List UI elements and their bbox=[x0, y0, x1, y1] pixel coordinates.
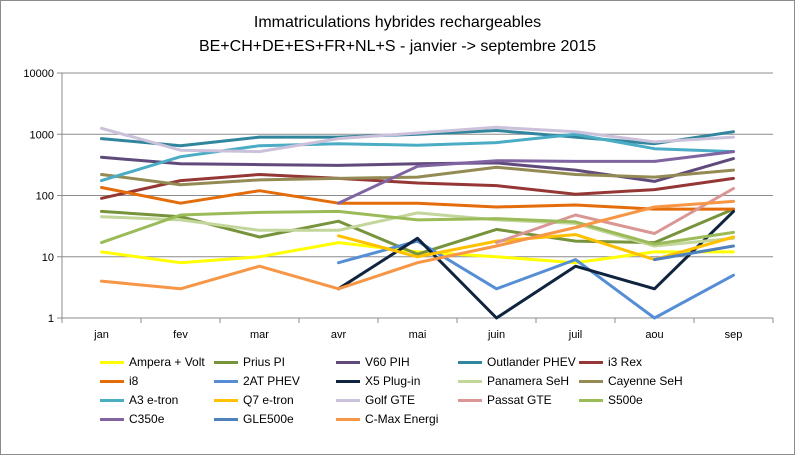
series-line-a3-e-tron bbox=[100, 132, 735, 183]
legend-label: Ampera + Volt bbox=[129, 355, 205, 369]
legend-label: V60 PIH bbox=[365, 355, 410, 369]
legend-item: Passat GTE bbox=[458, 390, 552, 410]
legend-swatch bbox=[458, 398, 482, 402]
legend-swatch bbox=[100, 398, 124, 402]
legend-item: V60 PIH bbox=[336, 352, 410, 372]
legend-item: Ampera + Volt bbox=[100, 352, 205, 372]
series-line-x5-plug-in bbox=[337, 209, 735, 320]
legend-label: Q7 e-tron bbox=[243, 393, 294, 407]
legend-label: A3 e-tron bbox=[129, 393, 179, 407]
legend-label: C-Max Energi bbox=[365, 412, 439, 426]
legend-label: C350e bbox=[129, 412, 165, 426]
series-line-panamera-seh bbox=[100, 211, 735, 248]
series-line-golf-gte bbox=[100, 125, 735, 154]
x-tick-label: jan bbox=[93, 329, 109, 341]
legend-item: Golf GTE bbox=[336, 390, 415, 410]
legend-item: Panamera SeH bbox=[458, 371, 569, 391]
x-tick-label: mai bbox=[409, 329, 427, 341]
legend-swatch bbox=[100, 417, 124, 421]
legend-swatch bbox=[458, 379, 482, 383]
legend-label: GLE500e bbox=[243, 412, 294, 426]
series-line-c-max-energi bbox=[100, 199, 735, 291]
legend-label: Panamera SeH bbox=[487, 374, 570, 388]
series-line-i3-rex bbox=[100, 173, 735, 200]
legend-label: Golf GTE bbox=[365, 393, 416, 407]
chart-title: Immatriculations hybrides rechargeables bbox=[253, 14, 542, 31]
legend-swatch bbox=[336, 398, 360, 402]
x-tick-label: avr bbox=[331, 329, 347, 341]
series-line-c350e bbox=[337, 150, 735, 205]
legend-label: Prius PI bbox=[243, 355, 286, 369]
x-tick-label: fev bbox=[173, 329, 188, 341]
legend-item: i8 bbox=[100, 371, 138, 391]
legend-item: GLE500e bbox=[214, 409, 294, 429]
legend-item: C350e bbox=[100, 409, 164, 429]
legend-swatch bbox=[579, 398, 603, 402]
legend-label: Passat GTE bbox=[487, 393, 552, 407]
legend-swatch bbox=[579, 379, 603, 383]
series-line-cayenne-seh bbox=[100, 165, 735, 187]
x-tick-label: aou bbox=[645, 329, 663, 341]
series-line-passat-gte bbox=[495, 187, 735, 245]
legend-swatch bbox=[214, 360, 238, 364]
legend-label: X5 Plug-in bbox=[365, 374, 421, 388]
legend-item: X5 Plug-in bbox=[336, 371, 420, 391]
legend-label: Cayenne SeH bbox=[608, 374, 683, 388]
chart-subtitle: BE+CH+DE+ES+FR+NL+S - janvier -> septemb… bbox=[198, 38, 597, 55]
legend-swatch bbox=[336, 379, 360, 383]
legend-label: 2AT PHEV bbox=[243, 374, 300, 388]
x-tick-label: juin bbox=[487, 329, 505, 341]
chart-legend: Ampera + Volt Prius PI V60 PIH Outlander PH… bbox=[100, 352, 780, 447]
x-tick-label: mar bbox=[250, 329, 269, 341]
legend-item: Prius PI bbox=[214, 352, 285, 372]
legend-item: A3 e-tron bbox=[100, 390, 178, 410]
legend-swatch bbox=[458, 360, 482, 364]
legend-item: i3 Rex bbox=[579, 352, 642, 372]
series-line-s500e bbox=[100, 209, 735, 246]
series-line-ampera-volt bbox=[100, 241, 735, 265]
series-line-i8 bbox=[100, 186, 735, 211]
y-tick-label: 10000 bbox=[23, 68, 54, 80]
legend-swatch bbox=[100, 379, 124, 383]
legend-swatch bbox=[336, 360, 360, 364]
legend-item: Q7 e-tron bbox=[214, 390, 294, 410]
legend-swatch bbox=[579, 360, 603, 364]
y-tick-label: 1 bbox=[48, 313, 54, 325]
legend-item: Outlander PHEV bbox=[458, 352, 576, 372]
legend-item: C-Max Energi bbox=[336, 409, 438, 429]
legend-label: i3 Rex bbox=[608, 355, 643, 369]
y-tick-label: 1000 bbox=[30, 129, 54, 141]
legend-swatch bbox=[100, 360, 124, 364]
series-line-gle500e bbox=[653, 244, 735, 262]
legend-swatch bbox=[214, 398, 238, 402]
series-line-2at-phev bbox=[337, 239, 735, 320]
legend-label: Outlander PHEV bbox=[487, 355, 576, 369]
legend-swatch bbox=[214, 379, 238, 383]
y-tick-label: 100 bbox=[36, 191, 54, 203]
legend-item: 2AT PHEV bbox=[214, 371, 300, 391]
legend-item: S500e bbox=[579, 390, 643, 410]
legend-item: Cayenne SeH bbox=[579, 371, 683, 391]
legend-swatch bbox=[214, 417, 238, 421]
legend-swatch bbox=[336, 417, 360, 421]
x-tick-label: juil bbox=[568, 329, 582, 341]
x-tick-label: sep bbox=[725, 329, 743, 341]
legend-label: i8 bbox=[129, 374, 139, 388]
y-tick-label: 10 bbox=[42, 252, 54, 264]
legend-label: S500e bbox=[608, 393, 643, 407]
